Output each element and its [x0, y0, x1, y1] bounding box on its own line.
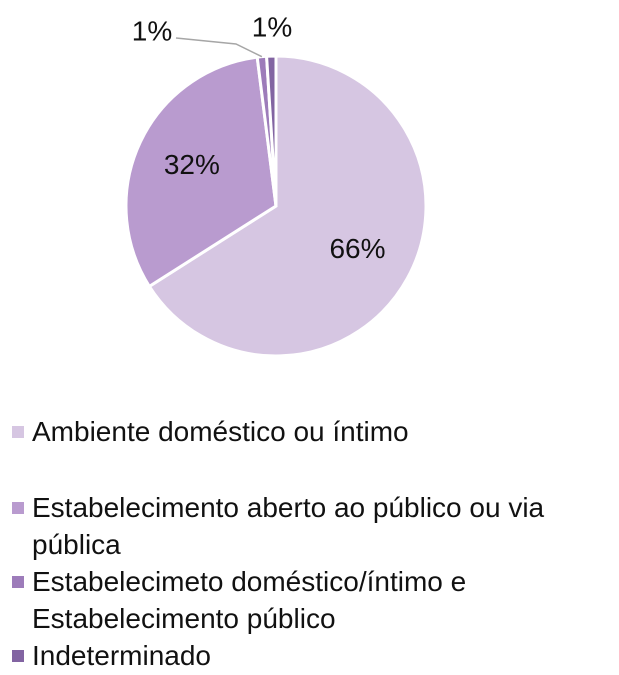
legend-label: Ambiente doméstico ou íntimo: [32, 416, 409, 447]
legend-label: Indeterminado: [32, 640, 212, 671]
data-label: 66%: [329, 233, 385, 264]
legend-swatch: [12, 576, 24, 588]
legend-item: Estabelecimeto doméstico/íntimo e Estabe…: [0, 563, 600, 637]
legend-swatch: [12, 502, 24, 514]
pie-slice: [147, 54, 428, 358]
chart: 66% 32% 1% 1%: [124, 11, 428, 358]
data-label: 1%: [132, 15, 172, 46]
leader-line: [175, 37, 263, 58]
legend-item: Indeterminado: [0, 637, 600, 674]
data-label: 32%: [164, 149, 220, 180]
legend: Ambiente doméstico ou íntimo Estabelecime…: [0, 413, 600, 674]
pie-slice: [264, 54, 278, 207]
data-label: 1%: [252, 11, 292, 42]
legend-swatch: [12, 650, 24, 662]
legend-item: Estabelecimento aberto ao público ou via…: [0, 489, 600, 563]
pie-slice: [124, 55, 278, 289]
legend-item: Ambiente doméstico ou íntimo: [0, 413, 600, 450]
legend-label: Estabelecimento aberto ao público ou via…: [32, 492, 545, 560]
legend-label: Estabelecimeto doméstico/íntimo e Estabe…: [32, 566, 467, 634]
legend-swatch: [12, 426, 24, 438]
